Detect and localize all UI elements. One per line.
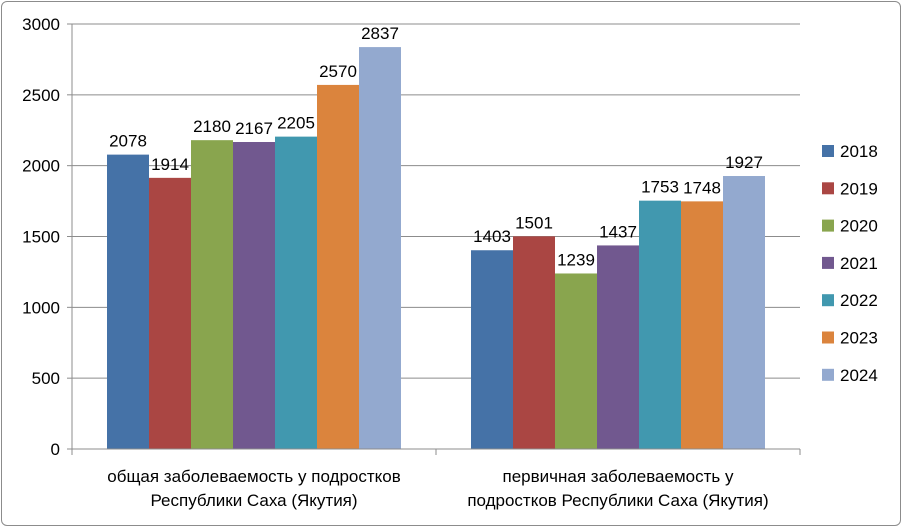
bar: [359, 47, 401, 449]
legend-label: 2021: [840, 254, 878, 273]
x-category-label: Республики Саха (Якутия): [150, 491, 357, 510]
bar: [555, 273, 597, 449]
x-category-label: общая заболеваемость у подростков: [107, 467, 401, 486]
y-tick-label: 500: [32, 369, 60, 388]
y-tick-label: 3000: [22, 15, 60, 34]
bar: [639, 200, 681, 449]
data-labels: 2078 1403 1914 1501 2180 1239 2167 1437 2205 1753…: [109, 24, 763, 269]
legend-swatch: [822, 219, 834, 232]
legend-swatch: [822, 294, 834, 307]
legend-label: 2022: [840, 291, 878, 310]
data-label: 1403: [473, 227, 511, 246]
data-label: 1927: [725, 153, 763, 172]
bar: [149, 177, 191, 449]
data-label: 1501: [515, 213, 553, 232]
y-tick-label: 2500: [22, 86, 60, 105]
bar: [317, 84, 359, 450]
bar: [107, 154, 149, 449]
bar: [191, 140, 233, 449]
data-label: 2167: [235, 119, 273, 138]
legend: 2018 2019 2020 2021 2022 2023 2024: [822, 142, 878, 385]
y-tick-label: 1000: [22, 298, 60, 317]
legend-swatch: [822, 145, 834, 157]
x-axis: общая заболеваемость у подростков Республ…: [71, 448, 801, 510]
data-label: 1914: [151, 155, 189, 174]
y-tick-label: 1500: [22, 228, 60, 247]
legend-label: 2018: [840, 142, 878, 161]
bar: [597, 245, 639, 449]
x-category-label: подростков Республики Саха (Якутия): [467, 491, 768, 510]
bar: [723, 176, 765, 449]
legend-label: 2024: [840, 366, 878, 385]
data-label: 1748: [683, 178, 721, 197]
legend-label: 2019: [840, 179, 878, 198]
bar: [275, 136, 317, 449]
legend-swatch: [822, 182, 834, 195]
legend-label: 2023: [840, 329, 878, 348]
legend-swatch: [822, 256, 834, 269]
legend-swatch: [822, 368, 834, 381]
bars: [107, 47, 765, 450]
legend-swatch: [822, 331, 834, 344]
bar: [513, 236, 555, 449]
y-axis: 0 500 1000 1500 2000 2500 3000: [22, 15, 73, 459]
bar: [681, 201, 723, 449]
y-tick-label: 0: [51, 440, 60, 459]
x-category-label: первичная заболеваемость у: [503, 467, 734, 486]
data-label: 1753: [641, 178, 679, 197]
data-label: 2837: [361, 24, 399, 43]
data-label: 2180: [193, 117, 231, 136]
data-label: 2570: [319, 62, 357, 81]
data-label: 1437: [599, 222, 637, 241]
data-label: 2205: [277, 114, 315, 133]
legend-label: 2020: [840, 217, 878, 236]
bar: [471, 250, 513, 449]
y-tick-label: 2000: [22, 157, 60, 176]
data-label: 2078: [109, 132, 147, 151]
bar: [233, 142, 275, 449]
data-label: 1239: [557, 250, 595, 269]
